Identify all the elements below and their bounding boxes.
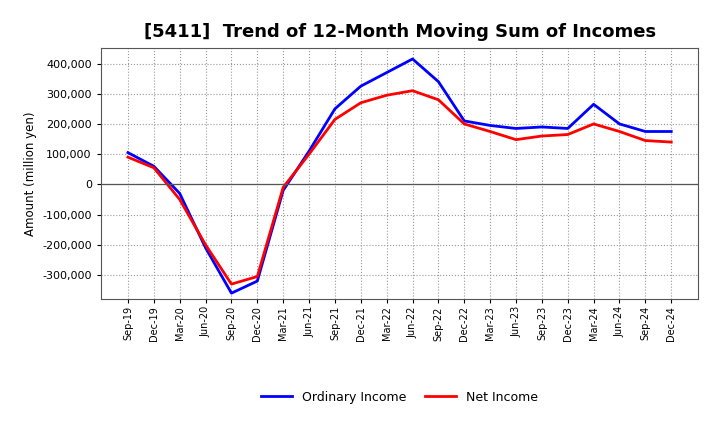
Net Income [279,185,287,190]
Ordinary Income [330,106,339,111]
Net Income [227,282,235,287]
Ordinary Income [589,102,598,107]
Net Income [538,133,546,139]
Ordinary Income [615,121,624,127]
Net Income [330,117,339,122]
Line: Net Income: Net Income [128,91,671,284]
Y-axis label: Amount (million yen): Amount (million yen) [24,112,37,236]
Ordinary Income [150,164,158,169]
Net Income [564,132,572,137]
Ordinary Income [253,279,261,284]
Title: [5411]  Trend of 12-Month Moving Sum of Incomes: [5411] Trend of 12-Month Moving Sum of I… [143,23,656,41]
Ordinary Income [564,126,572,131]
Net Income [667,139,675,145]
Net Income [356,100,365,106]
Net Income [615,129,624,134]
Ordinary Income [356,84,365,89]
Ordinary Income [227,290,235,296]
Ordinary Income [305,148,313,154]
Net Income [124,154,132,160]
Ordinary Income [667,129,675,134]
Ordinary Income [279,188,287,193]
Net Income [641,138,649,143]
Ordinary Income [538,125,546,130]
Ordinary Income [124,150,132,155]
Ordinary Income [408,56,417,62]
Net Income [253,274,261,279]
Ordinary Income [486,123,495,128]
Net Income [176,197,184,202]
Net Income [202,242,210,247]
Line: Ordinary Income: Ordinary Income [128,59,671,293]
Ordinary Income [202,245,210,250]
Ordinary Income [512,126,521,131]
Net Income [434,97,443,103]
Ordinary Income [176,191,184,196]
Net Income [589,121,598,127]
Ordinary Income [460,118,469,124]
Ordinary Income [641,129,649,134]
Net Income [512,137,521,142]
Net Income [486,129,495,134]
Net Income [408,88,417,93]
Net Income [460,121,469,127]
Ordinary Income [434,79,443,84]
Ordinary Income [382,70,391,75]
Legend: Ordinary Income, Net Income: Ordinary Income, Net Income [256,386,544,409]
Net Income [382,92,391,98]
Net Income [305,151,313,157]
Net Income [150,165,158,170]
